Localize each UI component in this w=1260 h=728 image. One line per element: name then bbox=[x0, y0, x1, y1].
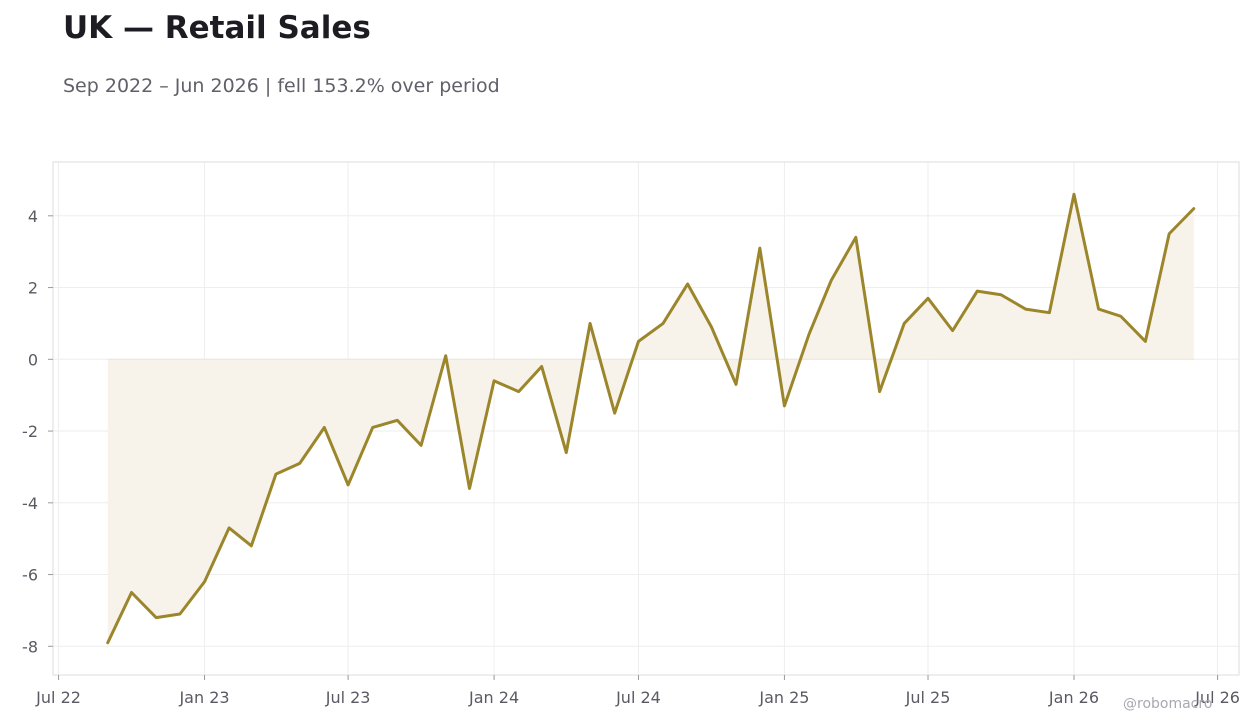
x-tick-label: Jan 24 bbox=[468, 688, 519, 707]
x-tick-label: Jul 25 bbox=[905, 688, 951, 707]
x-tick-label: Jul 22 bbox=[35, 688, 81, 707]
y-tick-label: -8 bbox=[22, 637, 38, 656]
line-layer bbox=[106, 192, 1196, 645]
x-tick-label: Jul 23 bbox=[325, 688, 371, 707]
axis-layer: -8 -6 -4 -2 0 2 4 Jul 22 Jan 23 Jul 23 Jan 24 Jul 2… bbox=[22, 161, 1240, 707]
y-tick-label: 4 bbox=[28, 207, 38, 226]
grid-layer bbox=[53, 162, 1239, 675]
y-tick-label: 0 bbox=[28, 350, 38, 369]
x-tick-label: Jul 26 bbox=[1194, 688, 1240, 707]
series-line bbox=[106, 192, 1196, 645]
y-tick-label: -2 bbox=[22, 422, 38, 441]
x-tick-label: Jan 26 bbox=[1048, 688, 1099, 707]
plot-frame bbox=[52, 161, 1240, 676]
x-tick-label: Jan 23 bbox=[178, 688, 229, 707]
y-tick-label: -4 bbox=[22, 494, 38, 513]
area-fill bbox=[107, 194, 1194, 643]
y-tick-label: -6 bbox=[22, 566, 38, 585]
y-tick-label: 2 bbox=[28, 279, 38, 298]
x-tick-label: Jan 25 bbox=[758, 688, 809, 707]
chart-subtitle: Sep 2022 – Jun 2026 | fell 153.2% over p… bbox=[63, 75, 500, 97]
watermark: @robomacro bbox=[1123, 696, 1213, 712]
x-tick-label: Jul 24 bbox=[615, 688, 661, 707]
area-layer bbox=[107, 194, 1194, 643]
chart-title: UK — Retail Sales bbox=[63, 10, 371, 46]
